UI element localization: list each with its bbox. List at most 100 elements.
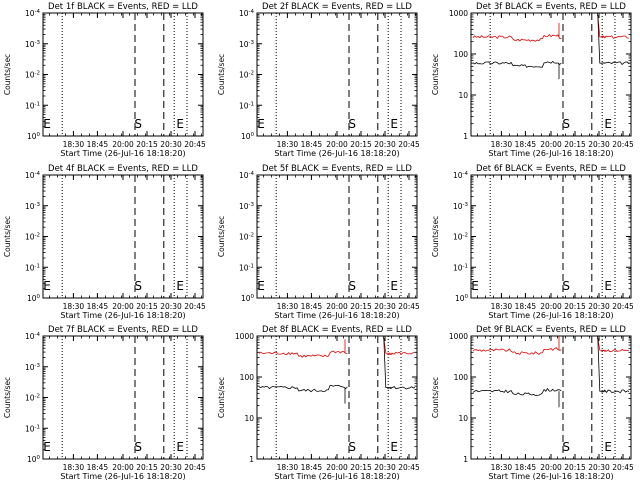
x-axis-label: Start Time (26-Jul-16 18:18:20): [488, 472, 613, 480]
lld-series-line: [601, 35, 630, 39]
y-tick-label: 100: [241, 294, 255, 303]
end-marker-label: E: [390, 279, 398, 293]
start-marker-label: S: [348, 440, 356, 454]
x-tick-label: 20:15: [136, 463, 158, 472]
y-axis-label: Counts/sec: [431, 377, 440, 418]
events-series-line: [258, 384, 348, 393]
x-tick-label: 18:30: [63, 463, 85, 472]
events-series-line: [472, 387, 562, 396]
x-tick-label: 18:30: [277, 140, 299, 149]
x-axis-label: Start Time (26-Jul-16 18:18:20): [60, 311, 185, 320]
x-tick-label: 18:45: [515, 140, 537, 149]
end-marker-label: E: [471, 279, 479, 293]
panel-det-7: Det 7f BLACK = Events, RED = LLD 100 10-1 1…: [3, 325, 206, 480]
panel-title: Det 7f BLACK = Events, RED = LLD: [48, 325, 198, 335]
series-recovery: [383, 337, 392, 389]
x-tick-label: 20:30: [160, 302, 182, 311]
y-tick-label: 10-3: [453, 202, 469, 211]
lld-series-line: [601, 348, 630, 353]
panel-det-4: Det 4f BLACK = Events, RED = LLD 100 10-1 1…: [3, 164, 206, 320]
x-tick-label: 20:30: [160, 463, 182, 472]
x-axis-label: Start Time (26-Jul-16 18:18:20): [60, 472, 185, 480]
x-tick-label: 18:45: [301, 140, 323, 149]
y-axis-label: Counts/sec: [3, 377, 12, 418]
x-axis-label: Start Time (26-Jul-16 18:18:20): [274, 149, 399, 158]
start-marker-label: S: [134, 279, 142, 293]
x-tick-label: 18:30: [491, 463, 513, 472]
y-tick-label: 1000: [235, 332, 254, 341]
x-tick-label: 20:00: [112, 463, 134, 472]
end-marker-label: E: [390, 117, 398, 131]
panel-det-6: Det 6f BLACK = Events, RED = LLD 100 10-1 1…: [431, 164, 634, 320]
x-tick-label: 20:45: [612, 140, 634, 149]
series-recovery: [597, 14, 606, 64]
events-series-line: [601, 389, 630, 394]
x-tick-label: 20:00: [112, 140, 134, 149]
x-axis-label: Start Time (26-Jul-16 18:18:20): [488, 149, 613, 158]
x-axis-label: Start Time (26-Jul-16 18:18:20): [488, 311, 613, 320]
x-tick-label: 18:45: [515, 302, 537, 311]
y-axis-label: Counts/sec: [431, 216, 440, 257]
panel-det-3: Det 3f BLACK = Events, RED = LLD 1 10 100 10…: [431, 2, 634, 158]
events-series-line: [472, 60, 562, 68]
x-tick-label: 18:30: [277, 463, 299, 472]
y-tick-label: 10-1: [25, 263, 40, 272]
y-tick-label: 1000: [449, 9, 468, 18]
x-tick-label: 20:00: [326, 463, 348, 472]
y-tick-label: 100: [27, 455, 41, 464]
y-tick-label: 100: [241, 132, 255, 141]
y-tick-label: 10-1: [25, 424, 40, 433]
panel-title: Det 6f BLACK = Events, RED = LLD: [476, 164, 626, 174]
x-tick-label: 20:30: [374, 302, 396, 311]
lld-series-line: [387, 351, 416, 356]
x-tick-label: 20:30: [588, 140, 610, 149]
x-tick-label: 20:30: [160, 140, 182, 149]
panel-det-8: Det 8f BLACK = Events, RED = LLD 1 10 100 10…: [217, 325, 420, 480]
lld-series-line: [472, 347, 562, 355]
y-tick-label: 10: [244, 414, 254, 423]
x-axis-label: Start Time (26-Jul-16 18:18:20): [274, 311, 399, 320]
x-tick-label: 18:45: [515, 463, 537, 472]
x-tick-label: 18:30: [277, 302, 299, 311]
x-tick-label: 20:15: [350, 302, 372, 311]
end-marker-label: E: [43, 117, 51, 131]
events-series-line: [601, 61, 630, 66]
start-marker-label: S: [348, 117, 356, 131]
y-tick-label: 1: [463, 455, 468, 464]
x-tick-label: 18:30: [63, 140, 85, 149]
y-tick-label: 10-2: [453, 233, 468, 242]
panel-det-2: Det 2f BLACK = Events, RED = LLD 100 10-1 1…: [217, 2, 420, 158]
end-marker-label: E: [604, 279, 612, 293]
y-tick-label: 10-1: [239, 263, 254, 272]
y-tick-label: 10-3: [25, 202, 41, 211]
start-marker-label: S: [134, 440, 142, 454]
y-tick-label: 10-4: [453, 171, 469, 180]
x-tick-label: 20:45: [612, 302, 634, 311]
y-tick-label: 10-2: [25, 394, 40, 403]
y-axis-label: Counts/sec: [217, 54, 226, 95]
y-tick-label: 10-2: [239, 233, 254, 242]
y-tick-label: 10-4: [25, 332, 41, 341]
panel-det-5: Det 5f BLACK = Events, RED = LLD 100 10-1 1…: [217, 164, 420, 320]
y-tick-label: 10-2: [25, 71, 40, 80]
y-tick-label: 100: [27, 132, 41, 141]
panel-title: Det 9f BLACK = Events, RED = LLD: [476, 325, 626, 335]
x-tick-label: 20:00: [326, 140, 348, 149]
x-tick-label: 20:15: [136, 302, 158, 311]
series-recovery: [597, 337, 606, 351]
y-tick-label: 10-3: [239, 40, 255, 49]
series-recovery: [597, 337, 606, 392]
x-tick-label: 20:15: [564, 140, 586, 149]
end-marker-label: E: [390, 440, 398, 454]
x-tick-label: 20:15: [136, 140, 158, 149]
y-tick-label: 10-2: [25, 233, 40, 242]
x-axis-label: Start Time (26-Jul-16 18:18:20): [274, 472, 399, 480]
y-axis-label: Counts/sec: [431, 54, 440, 95]
x-tick-label: 20:00: [540, 302, 562, 311]
end-marker-label: E: [604, 440, 612, 454]
x-tick-label: 20:45: [184, 302, 206, 311]
y-tick-label: 10-1: [25, 101, 40, 110]
panel-title: Det 1f BLACK = Events, RED = LLD: [48, 2, 198, 12]
x-tick-label: 18:30: [491, 140, 513, 149]
